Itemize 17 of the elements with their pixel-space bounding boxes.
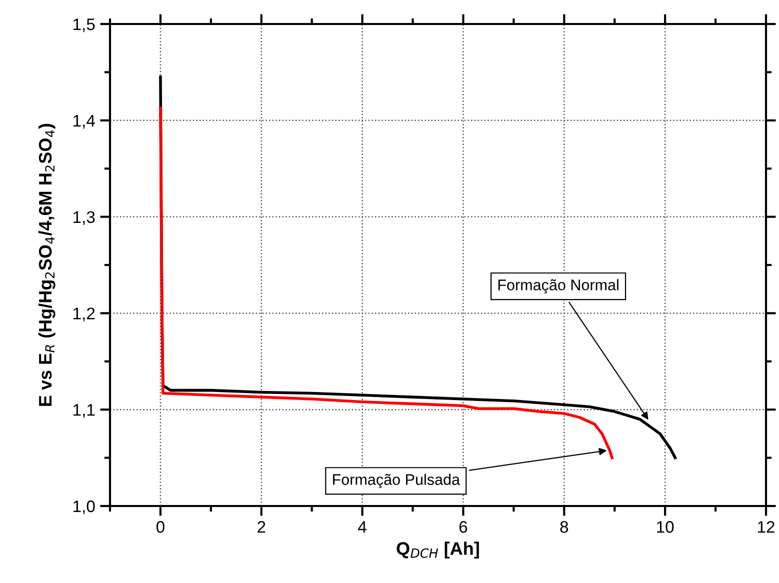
x-axis-title: Q$_{DCH}$ [Ah] (396, 542, 479, 559)
annotation: Formação Normal (498, 279, 618, 294)
x-tick-label: 8 (560, 521, 568, 533)
y-tick-label: 1,4 (74, 114, 95, 129)
x-tick-label: 10 (657, 521, 674, 533)
x-tick-label: 0 (156, 521, 164, 533)
text: E vs E$_{R}$ (Hg/Hg$_{2}$SO$_{4}$/4,6M H$_{2}$SO$_{4}$) (38, 124, 56, 406)
y-tick-label: 1,1 (74, 404, 95, 418)
annotation: Formação Pulsada (333, 474, 460, 488)
x-tick-label: 4 (358, 521, 366, 533)
y-tick-label: 1,0 (74, 500, 95, 514)
x-tick-label: 2 (258, 521, 266, 533)
y-tick-label: 1,5 (74, 18, 95, 32)
y-tick-label: 1,3 (74, 211, 95, 225)
x-tick-label: 12 (758, 521, 774, 533)
x-tick-label: 6 (459, 521, 468, 533)
y-tick-label: 1,2 (74, 308, 95, 322)
